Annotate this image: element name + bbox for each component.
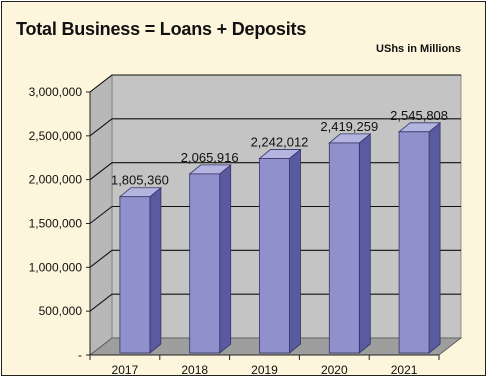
bar-group bbox=[188, 164, 232, 354]
y-tick-label: 1,500,000 bbox=[29, 217, 83, 231]
data-label: 2,242,012 bbox=[251, 134, 309, 149]
x-tick-label: 2021 bbox=[391, 363, 418, 377]
data-label: 2,545,808 bbox=[390, 108, 448, 123]
bar bbox=[398, 131, 430, 354]
data-label: 2,065,916 bbox=[181, 150, 239, 165]
bar-side bbox=[289, 148, 301, 354]
bar-group bbox=[328, 133, 372, 354]
chart-title: Total Business = Loans + Deposits bbox=[16, 19, 307, 39]
y-tick-label: 2,500,000 bbox=[29, 129, 83, 143]
bar-group bbox=[118, 186, 163, 354]
x-tick-label: 2018 bbox=[181, 363, 208, 377]
x-tick-label: 2019 bbox=[251, 363, 278, 377]
gridline bbox=[89, 118, 461, 137]
gridline bbox=[89, 74, 461, 93]
bar-side bbox=[219, 164, 232, 354]
y-tick-label: 2,000,000 bbox=[29, 173, 83, 187]
bar bbox=[259, 158, 290, 354]
bar bbox=[119, 196, 151, 354]
bar-side bbox=[358, 133, 371, 354]
x-tick-label: 2017 bbox=[112, 363, 139, 377]
y-tick-label: 1,000,000 bbox=[29, 260, 83, 274]
bar-group bbox=[258, 148, 302, 354]
bar bbox=[189, 173, 221, 354]
x-tick-label: 2020 bbox=[321, 363, 348, 377]
bar-side bbox=[428, 121, 441, 354]
bar-group bbox=[397, 121, 442, 354]
y-tick-label: 500,000 bbox=[39, 304, 83, 318]
units-label: UShs in Millions bbox=[376, 43, 461, 55]
bar-side bbox=[149, 186, 162, 354]
bar bbox=[328, 142, 360, 354]
data-label: 2,419,259 bbox=[320, 119, 378, 134]
y-tick-label: 3,000,000 bbox=[29, 85, 83, 99]
y-tick-label: - bbox=[78, 348, 82, 362]
data-label: 1,805,360 bbox=[111, 173, 169, 188]
